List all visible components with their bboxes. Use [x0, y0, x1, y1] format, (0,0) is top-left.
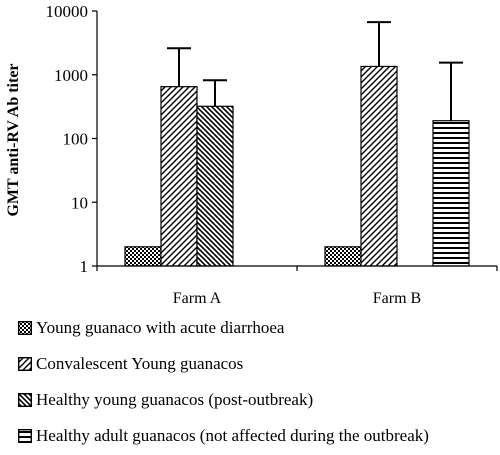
y-tick-label: 10000 [46, 2, 89, 21]
legend-swatch [18, 321, 32, 335]
y-tick-label: 1 [80, 257, 89, 276]
y-axis: 1 10 100 1000 10000 [46, 2, 98, 276]
y-axis-title: GMT anti-RV Ab titer [5, 63, 22, 216]
bar [324, 246, 362, 267]
bar [196, 105, 234, 267]
legend-label: Young guanaco with acute diarrhoea [36, 318, 285, 337]
bar [360, 65, 398, 267]
legend-item: Healthy young guanacos (post-outbreak) [18, 390, 313, 410]
y-tick-label: 100 [63, 130, 89, 149]
legend-label: Healthy adult guanacos (not affected dur… [36, 426, 429, 445]
bar-chart: GMT anti-RV Ab titer 1 10 100 1000 10000 Far… [5, 2, 498, 307]
bar [124, 246, 162, 267]
legend-swatch [18, 357, 32, 371]
x-axis: Farm A Farm B [96, 265, 498, 307]
legend-swatch [18, 393, 32, 407]
y-tick-label: 10 [71, 193, 88, 212]
legend-label: Healthy young guanacos (post-outbreak) [36, 390, 314, 409]
legend-item: Convalescent Young guanacos [18, 354, 243, 374]
y-tick-label: 1000 [54, 66, 88, 85]
legend-item: Healthy adult guanacos (not affected dur… [18, 426, 429, 446]
legend-label: Convalescent Young guanacos [36, 354, 244, 373]
bar [432, 120, 470, 267]
legend-item: Young guanaco with acute diarrhoea [18, 318, 284, 338]
legend-swatch [18, 429, 32, 443]
x-category-label: Farm A [173, 290, 222, 307]
bars [124, 21, 470, 267]
bar [160, 86, 198, 267]
x-category-label: Farm B [373, 290, 421, 307]
